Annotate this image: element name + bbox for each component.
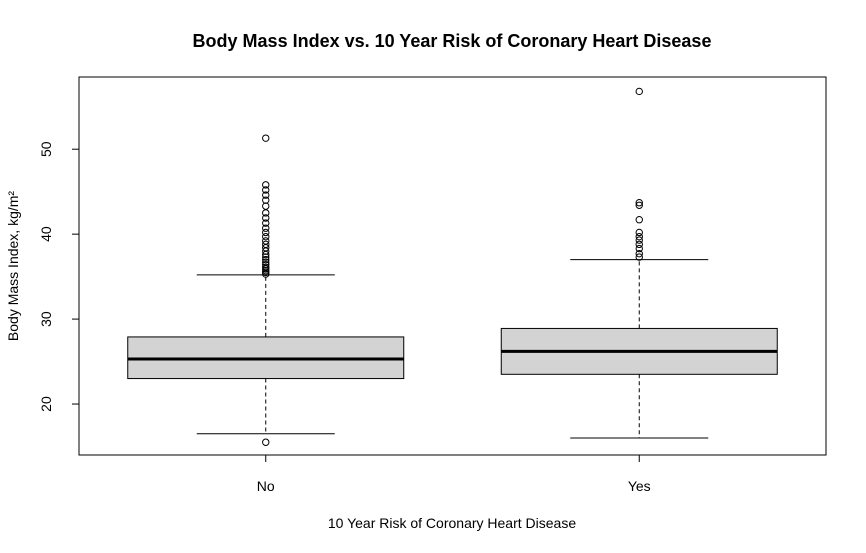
outlier-point bbox=[262, 232, 270, 241]
plot-area-frame bbox=[78, 76, 827, 456]
chart-title: Body Mass Index vs. 10 Year Risk of Coro… bbox=[193, 31, 712, 51]
outlier-point bbox=[262, 186, 270, 194]
outlier-point bbox=[262, 219, 270, 227]
outlier-point bbox=[262, 261, 270, 269]
y-tick-label: 30 bbox=[38, 311, 54, 327]
x-axis-label: 10 Year Risk of Coronary Heart Disease bbox=[328, 515, 576, 531]
outlier-point bbox=[635, 249, 643, 258]
outlier-point bbox=[635, 216, 643, 224]
outlier-point bbox=[262, 181, 270, 189]
outlier-point bbox=[635, 201, 643, 209]
outlier-point bbox=[262, 191, 270, 199]
y-tick-label: 40 bbox=[38, 226, 54, 242]
outlier-point bbox=[635, 87, 643, 96]
y-axis-label: Body Mass Index, kg/m² bbox=[5, 191, 21, 342]
outlier-point bbox=[635, 253, 643, 261]
outlier-point bbox=[262, 240, 270, 249]
chart-marks: 20 30 40 50 No Yes bbox=[38, 87, 778, 494]
x-tick-label: No bbox=[257, 478, 275, 494]
y-tick-label: 50 bbox=[38, 141, 54, 157]
outlier-point bbox=[262, 214, 270, 222]
outlier-point bbox=[635, 199, 643, 207]
outlier-point bbox=[262, 237, 270, 245]
outlier-point bbox=[635, 240, 643, 249]
outlier-point bbox=[635, 236, 643, 244]
outlier-point bbox=[635, 244, 643, 253]
y-tick-label: 20 bbox=[38, 396, 54, 412]
outlier-point bbox=[262, 255, 270, 264]
outlier-point bbox=[635, 232, 643, 241]
outlier-point bbox=[262, 224, 270, 232]
outlier-point bbox=[262, 438, 270, 446]
outlier-point bbox=[635, 228, 643, 237]
outlier-point bbox=[262, 258, 270, 266]
x-tick-label: Yes bbox=[628, 478, 651, 494]
outlier-point bbox=[262, 134, 270, 142]
outlier-point bbox=[262, 202, 270, 210]
outlier-point bbox=[262, 228, 270, 237]
outlier-point bbox=[262, 196, 270, 204]
outlier-point bbox=[262, 263, 270, 271]
